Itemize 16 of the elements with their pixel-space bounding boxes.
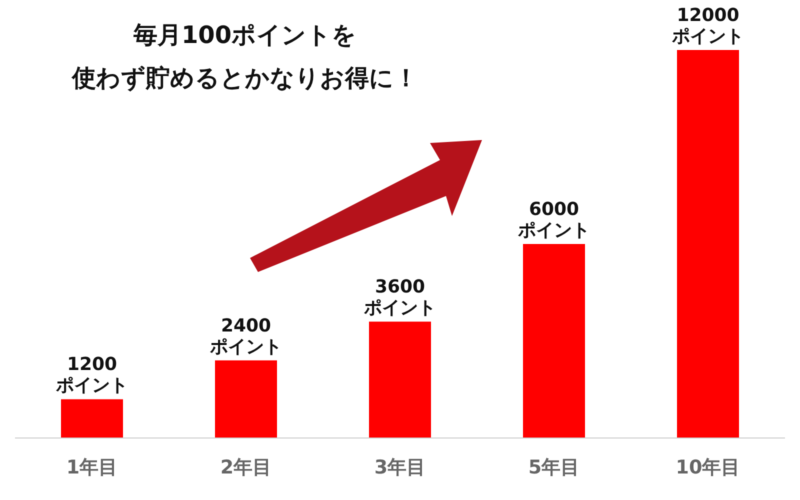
- bar: [523, 244, 585, 438]
- x-tick-label: 2年目: [220, 456, 272, 478]
- data-label: 1200 ポイント: [55, 354, 128, 396]
- bar: [369, 322, 431, 438]
- x-tick-label: 5年目: [528, 456, 580, 478]
- data-label: 3600 ポイント: [363, 276, 436, 319]
- x-tick-label: 1年目: [66, 456, 118, 478]
- data-label: 12000 ポイント: [671, 5, 744, 47]
- x-tick-label: 10年目: [676, 456, 740, 478]
- chart-title: 毎月100ポイントを使わず貯めるとかなりお得に！: [70, 20, 419, 94]
- bar: [677, 50, 739, 438]
- bar: [215, 360, 277, 438]
- data-label: 6000 ポイント: [517, 199, 590, 241]
- data-label: 2400 ポイント: [209, 315, 282, 358]
- bar: [61, 399, 123, 438]
- x-tick-label: 3年目: [374, 456, 426, 478]
